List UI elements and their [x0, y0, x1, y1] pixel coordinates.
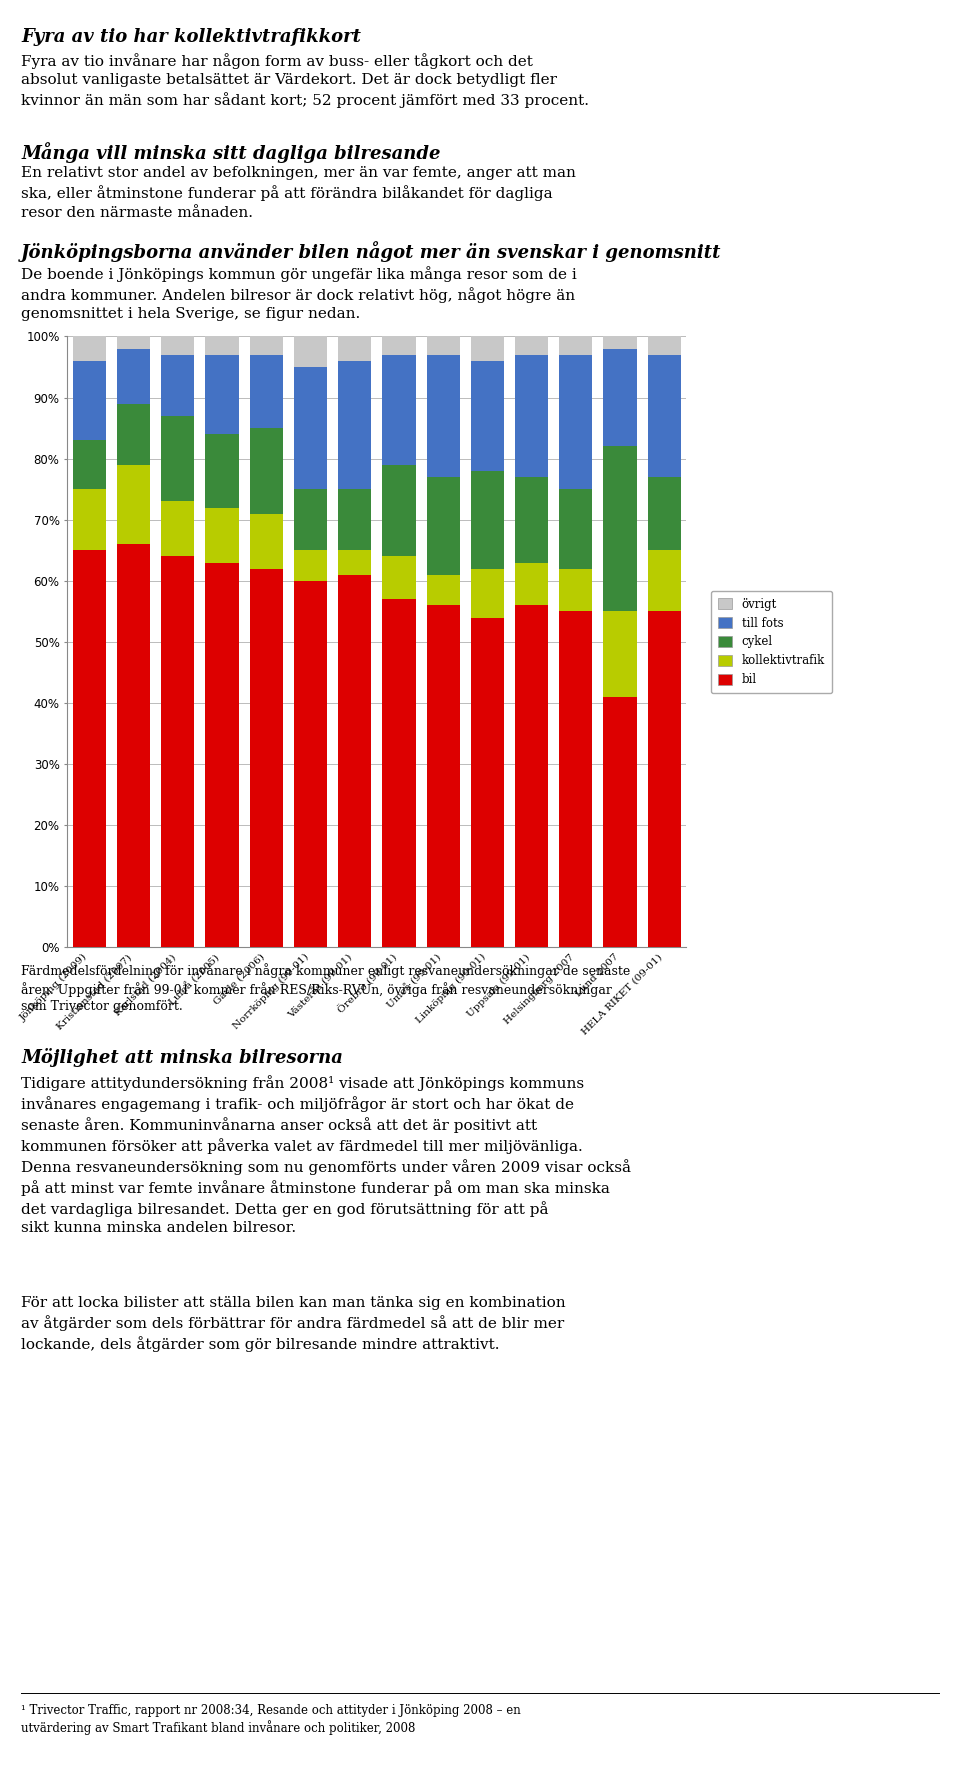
- Bar: [515, 476, 548, 563]
- Text: ¹ Trivector Traffic, rapport nr 2008:34, Resande och attityder i Jönköping 2008 : ¹ Trivector Traffic, rapport nr 2008:34,…: [21, 1704, 521, 1736]
- Bar: [161, 354, 194, 416]
- Bar: [604, 336, 636, 349]
- Bar: [250, 568, 283, 947]
- Bar: [515, 336, 548, 354]
- Bar: [515, 563, 548, 606]
- Bar: [250, 429, 283, 514]
- Bar: [648, 336, 681, 354]
- Bar: [382, 556, 416, 599]
- Bar: [648, 611, 681, 947]
- Bar: [338, 576, 372, 947]
- Bar: [382, 336, 416, 354]
- Bar: [382, 599, 416, 947]
- Bar: [205, 508, 239, 563]
- Bar: [648, 476, 681, 551]
- Text: De boende i Jönköpings kommun gör ungefär lika många resor som de i
andra kommun: De boende i Jönköpings kommun gör ungefä…: [21, 266, 577, 321]
- Bar: [338, 551, 372, 576]
- Bar: [426, 354, 460, 476]
- Bar: [117, 464, 150, 544]
- Bar: [117, 544, 150, 947]
- Legend: övrigt, till fots, cykel, kollektivtrafik, bil: övrigt, till fots, cykel, kollektivtrafi…: [710, 590, 832, 694]
- Bar: [470, 361, 504, 471]
- Bar: [338, 336, 372, 361]
- Bar: [294, 581, 327, 947]
- Bar: [205, 354, 239, 434]
- Text: En relativt stor andel av befolkningen, mer än var femte, anger att man
ska, ell: En relativt stor andel av befolkningen, …: [21, 166, 576, 220]
- Bar: [382, 464, 416, 556]
- Bar: [470, 336, 504, 361]
- Text: Fyra av tio invånare har någon form av buss- eller tågkort och det
absolut vanli: Fyra av tio invånare har någon form av b…: [21, 53, 589, 108]
- Bar: [515, 606, 548, 947]
- Bar: [560, 336, 592, 354]
- Text: Möjlighet att minska bilresorna: Möjlighet att minska bilresorna: [21, 1048, 343, 1068]
- Bar: [205, 434, 239, 508]
- Bar: [117, 404, 150, 464]
- Bar: [117, 349, 150, 404]
- Bar: [470, 618, 504, 947]
- Bar: [560, 354, 592, 489]
- Bar: [338, 361, 372, 489]
- Text: Många vill minska sitt dagliga bilresande: Många vill minska sitt dagliga bilresand…: [21, 142, 441, 163]
- Bar: [205, 336, 239, 354]
- Bar: [161, 336, 194, 354]
- Bar: [73, 361, 106, 441]
- Text: Fyra av tio har kollektivtrafikkort: Fyra av tio har kollektivtrafikkort: [21, 28, 361, 46]
- Bar: [648, 354, 681, 476]
- Bar: [294, 551, 327, 581]
- Bar: [604, 349, 636, 446]
- Bar: [426, 476, 460, 576]
- Bar: [604, 446, 636, 611]
- Bar: [73, 336, 106, 361]
- Bar: [117, 336, 150, 349]
- Text: För att locka bilister att ställa bilen kan man tänka sig en kombination
av åtgä: För att locka bilister att ställa bilen …: [21, 1296, 565, 1353]
- Bar: [426, 336, 460, 354]
- Bar: [250, 514, 283, 568]
- Bar: [161, 416, 194, 501]
- Bar: [73, 551, 106, 947]
- Bar: [560, 568, 592, 611]
- Bar: [250, 354, 283, 429]
- Bar: [294, 336, 327, 367]
- Bar: [73, 441, 106, 489]
- Bar: [294, 367, 327, 489]
- Bar: [560, 611, 592, 947]
- Bar: [338, 489, 372, 551]
- Bar: [470, 471, 504, 568]
- Bar: [515, 354, 548, 476]
- Bar: [470, 568, 504, 618]
- Bar: [648, 551, 681, 611]
- Bar: [294, 489, 327, 551]
- Bar: [205, 563, 239, 947]
- Bar: [426, 576, 460, 606]
- Bar: [382, 354, 416, 464]
- Bar: [560, 489, 592, 568]
- Bar: [73, 489, 106, 551]
- Bar: [426, 606, 460, 947]
- Text: Färdmedelsfördelning för invånare i några kommuner enligt resvaneundersökningar : Färdmedelsfördelning för invånare i någr…: [21, 963, 631, 1013]
- Text: Jönköpingsborna använder bilen något mer än svenskar i genomsnitt: Jönköpingsborna använder bilen något mer…: [21, 241, 722, 262]
- Bar: [604, 698, 636, 947]
- Text: Tidigare attitydundersökning från 2008¹ visade att Jönköpings kommuns
invånares : Tidigare attitydundersökning från 2008¹ …: [21, 1075, 631, 1236]
- Bar: [161, 501, 194, 556]
- Bar: [604, 611, 636, 698]
- Bar: [250, 336, 283, 354]
- Bar: [161, 556, 194, 947]
